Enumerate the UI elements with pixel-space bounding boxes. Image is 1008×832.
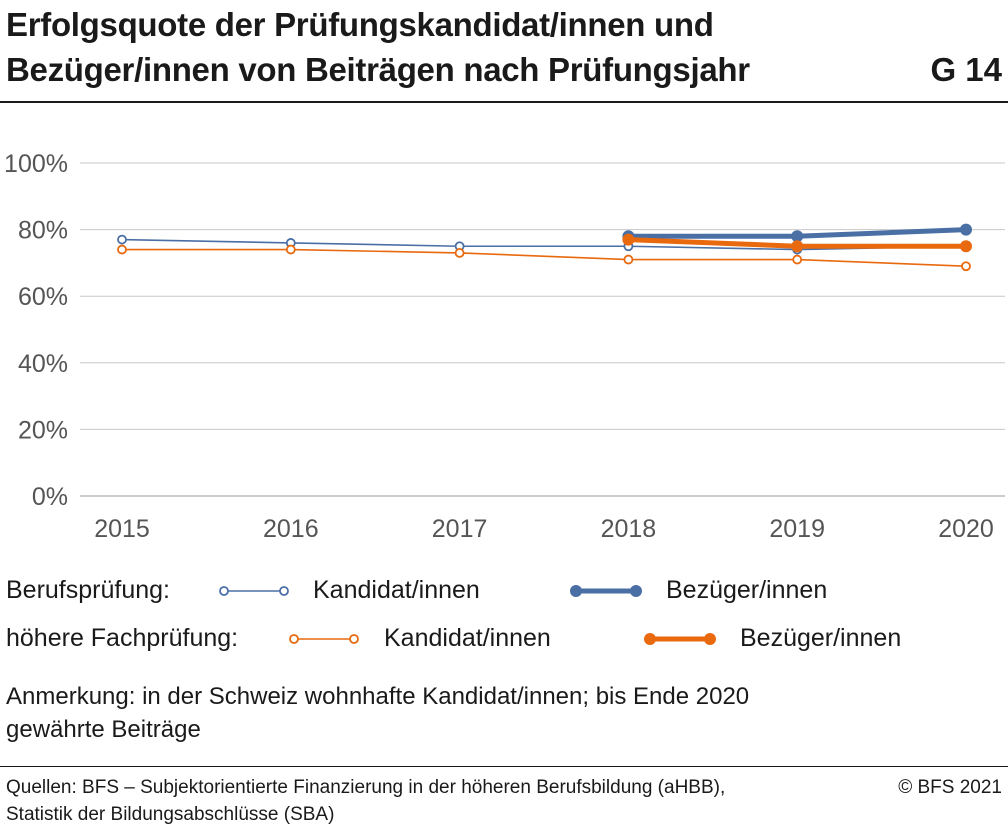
series-line-hfp-kandidat xyxy=(121,248,967,268)
x-tick-label: 2020 xyxy=(938,515,994,543)
data-point-hfp-kandidat xyxy=(285,244,296,255)
chart-title-line-2: Bezüger/innen von Beiträgen nach Prüfung… xyxy=(6,51,750,88)
data-point-hfp-kandidat xyxy=(117,244,127,255)
x-tick-label: 2019 xyxy=(769,515,825,543)
x-tick-label: 2018 xyxy=(601,515,657,543)
source-line-2: Statistik der Bildungsabschlüsse (SBA) xyxy=(6,804,335,825)
x-tick-label: 2017 xyxy=(432,515,488,543)
chart-note: Anmerkung: in der Schweiz wohnhafte Kand… xyxy=(6,680,996,746)
source-note: Quellen: BFS – Subjektorientierte Finanz… xyxy=(6,774,866,828)
line-chart: 0% 20% 40% 60% 80% 100% 2015 2016 2017 2018 2019 20… xyxy=(4,150,1005,543)
data-point-hfp-kandidat xyxy=(623,254,634,265)
data-point-bp-bezueger xyxy=(791,230,804,243)
figure-number: G 14 xyxy=(930,51,1002,88)
data-point-bp-kandidat xyxy=(117,234,127,245)
y-tick-label: 20% xyxy=(18,416,68,444)
data-point-hfp-bezueger xyxy=(622,233,635,246)
y-tick-label: 80% xyxy=(18,217,68,245)
footer-divider xyxy=(0,766,1008,767)
copyright: © BFS 2021 xyxy=(898,777,1002,798)
legend-label-bp-bezueger: Bezüger/innen xyxy=(666,576,828,604)
legend-row-hoehere-fachpruefung: höhere Fachprüfung: Kandidat/innen Bezüg… xyxy=(0,620,1008,660)
y-tick-label: 100% xyxy=(4,150,68,178)
data-point-hfp-bezueger xyxy=(960,240,972,253)
legend-swatch-hfp-bezueger xyxy=(644,633,716,645)
chart-title-line-1: Erfolgsquote der Prüfungskandidat/innen … xyxy=(6,6,714,43)
source-line-1: Quellen: BFS – Subjektorientierte Finanz… xyxy=(6,777,726,798)
y-tick-label: 0% xyxy=(32,483,68,511)
data-point-hfp-kandidat xyxy=(454,248,465,258)
legend-label-hfp-kandidat: Kandidat/innen xyxy=(384,624,551,652)
legend-swatch-bp-bezueger xyxy=(570,585,642,597)
x-tick-label: 2015 xyxy=(94,515,150,543)
chart-title: Erfolgsquote der Prüfungskandidat/innen … xyxy=(6,2,966,92)
y-tick-label: 40% xyxy=(18,350,68,378)
legend-swatch-hfp-kandidat xyxy=(289,634,359,644)
legend-swatch-bp-kandidat xyxy=(219,586,289,596)
note-line-2: gewährte Beiträge xyxy=(6,716,201,743)
x-tick-label: 2016 xyxy=(263,515,319,543)
y-tick-label: 60% xyxy=(18,283,68,311)
legend-row-berufspruefung: Berufsprüfung: Kandidat/innen Bezüger/in… xyxy=(0,572,1008,612)
data-point-bp-bezueger xyxy=(960,223,972,236)
legend-group-label: höhere Fachprüfung: xyxy=(6,624,239,652)
legend-label-bp-kandidat: Kandidat/innen xyxy=(313,576,480,604)
data-point-hfp-kandidat xyxy=(792,254,803,265)
data-point-hfp-kandidat xyxy=(961,261,971,272)
data-point-hfp-bezueger xyxy=(791,240,804,253)
note-line-1: Anmerkung: in der Schweiz wohnhafte Kand… xyxy=(6,683,750,710)
legend-label-hfp-bezueger: Bezüger/innen xyxy=(740,624,902,652)
legend-group-label: Berufsprüfung: xyxy=(6,576,170,604)
title-divider xyxy=(0,101,1008,103)
series-line-bp-kandidat xyxy=(121,238,967,251)
